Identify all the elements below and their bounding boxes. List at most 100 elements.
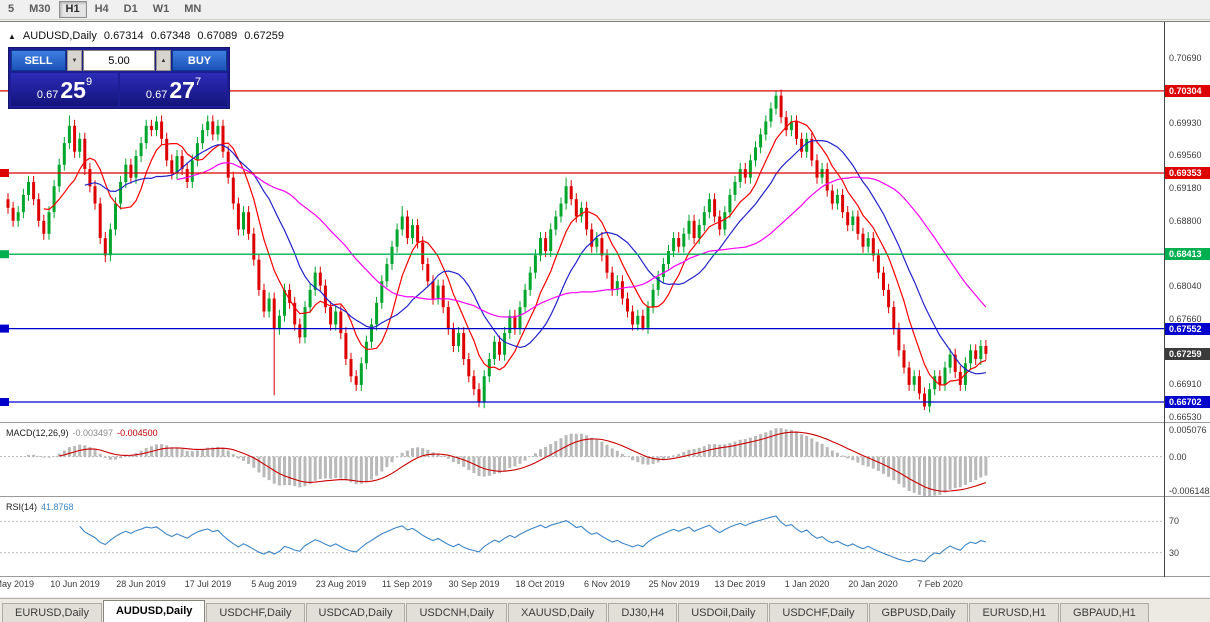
rsi-axis-label: 30 [1169,548,1180,558]
candle-body [774,95,778,109]
chart-tab-eurusd-h1[interactable]: EURUSD,H1 [969,603,1060,622]
ohlc-high: 0.67348 [150,30,191,42]
candle-body [887,289,891,308]
candle-body [431,281,435,299]
chart-tab-xauusd-daily[interactable]: XAUUSD,Daily [508,603,608,622]
candle-body [943,367,947,385]
candle-body [6,199,10,208]
price-axis-label: 0.67660 [1169,314,1202,324]
panel-separator[interactable] [0,496,1210,497]
ohlc-close: 0.67259 [244,30,284,42]
volume-up-button[interactable]: ▲ [156,50,171,71]
timeframe-button-h1[interactable]: H1 [58,1,87,18]
candle-body [754,147,757,161]
candle-body [32,181,36,200]
candle-body [364,341,368,364]
chart-tab-gbpusd-daily[interactable]: GBPUSD,Daily [868,603,969,622]
sell-price-big: 25 [60,76,86,103]
candle-body [610,272,614,290]
candle-body [492,341,496,359]
volume-down-button[interactable]: ▼ [67,50,82,71]
chart-tab-usdchf-daily[interactable]: USDCHF,Daily [769,603,868,622]
candle-body [974,350,978,359]
timeframe-button-h4[interactable]: H4 [94,3,109,15]
candle-body [636,315,640,325]
macd-axis-zero: 0.00 [1169,452,1187,462]
time-axis[interactable]: 22 May 2019 10 Jun 2019 28 Jun 2019 17 Jul … [0,579,1164,595]
time-axis-label: 5 Aug 2019 [251,579,297,589]
rsi-indicator-panel[interactable] [0,498,1164,576]
chart-tab-usdcad-daily[interactable]: USDCAD,Daily [305,603,406,622]
buy-price[interactable]: 0.67 27 7 [120,73,227,106]
buy-price-sup: 7 [194,76,202,88]
rsi-value: 41.8768 [41,502,74,512]
chart-tab-usdcnh-daily[interactable]: USDCNH,Daily [406,603,508,622]
candle-body [190,160,194,182]
candle-body [928,389,932,407]
candle-body [165,138,169,161]
candle-body [185,169,189,182]
buy-price-big: 27 [169,76,195,103]
candle-body [73,125,77,152]
sell-price[interactable]: 0.67 25 9 [11,73,118,106]
candle-body [825,169,829,191]
time-axis-label: 25 Nov 2019 [648,579,700,589]
candle-body [67,125,71,144]
candle-body [37,199,41,221]
candle-body [835,194,839,204]
time-axis-label: 18 Oct 2019 [515,579,565,589]
volume-input[interactable] [83,50,155,71]
candle-body [805,138,809,152]
candle-body [569,186,573,200]
candle-body [313,272,317,290]
chart-tab-usdoil-daily[interactable]: USDOil,Daily [678,603,769,622]
macd-indicator-panel[interactable] [0,424,1164,496]
candlestick-chart[interactable] [0,22,1164,422]
candle-body [533,255,537,273]
level-price-tag: 0.70304 [1165,85,1210,97]
candle-body [641,315,645,328]
candle-body [769,108,773,122]
candle-body [759,134,763,148]
chart-tab-audusd-daily[interactable]: AUDUSD,Daily [102,600,206,622]
candle-body [252,233,256,260]
timeframe-button-mn[interactable]: MN [184,3,202,15]
candle-body [969,350,973,364]
candle-body [467,359,471,377]
time-axis-label: 7 Feb 2020 [917,579,963,589]
price-axis-label: 0.70690 [1169,53,1202,63]
chart-tab-gbpaud-h1[interactable]: GBPAUD,H1 [1060,603,1149,622]
candle-body [948,354,952,368]
timeframe-button-w1[interactable]: W1 [152,3,170,15]
candle-body [984,346,988,354]
candle-body [718,216,722,230]
chart-tab-dj30-h4[interactable]: DJ30,H4 [608,603,678,622]
collapse-panel-icon[interactable]: ▲ [8,31,16,41]
candle-body [713,199,717,217]
candle-body [723,212,727,230]
macd-name: MACD(12,26,9) [6,428,69,438]
candle-body [206,121,210,131]
candle-body [441,285,445,308]
candle-body [57,164,61,187]
candle-body [605,255,609,273]
candle-body [508,315,512,334]
candle-body [329,307,333,325]
price-axis[interactable]: 0.70690 0.69930 0.69560 0.69180 0.68800 0.680… [1165,22,1210,597]
timeframe-button-d1[interactable]: D1 [123,3,138,15]
candle-body [897,328,901,351]
candle-body [411,225,414,239]
sell-button[interactable]: SELL [11,50,66,71]
candle-body [815,160,819,178]
candle-body [380,281,384,303]
price-axis-label: 0.68040 [1169,281,1202,291]
chart-tab-usdchf-daily[interactable]: USDCHF,Daily [206,603,305,622]
candle-body [293,302,297,325]
timeframe-button-5[interactable]: 5 [8,3,15,15]
chart-tab-eurusd-daily[interactable]: EURUSD,Daily [2,603,102,622]
panel-separator[interactable] [0,422,1210,423]
candle-body [539,238,542,256]
timeframe-button-m30[interactable]: M30 [29,3,51,15]
buy-button[interactable]: BUY [172,50,227,71]
price-axis-label: 0.66530 [1169,412,1202,422]
